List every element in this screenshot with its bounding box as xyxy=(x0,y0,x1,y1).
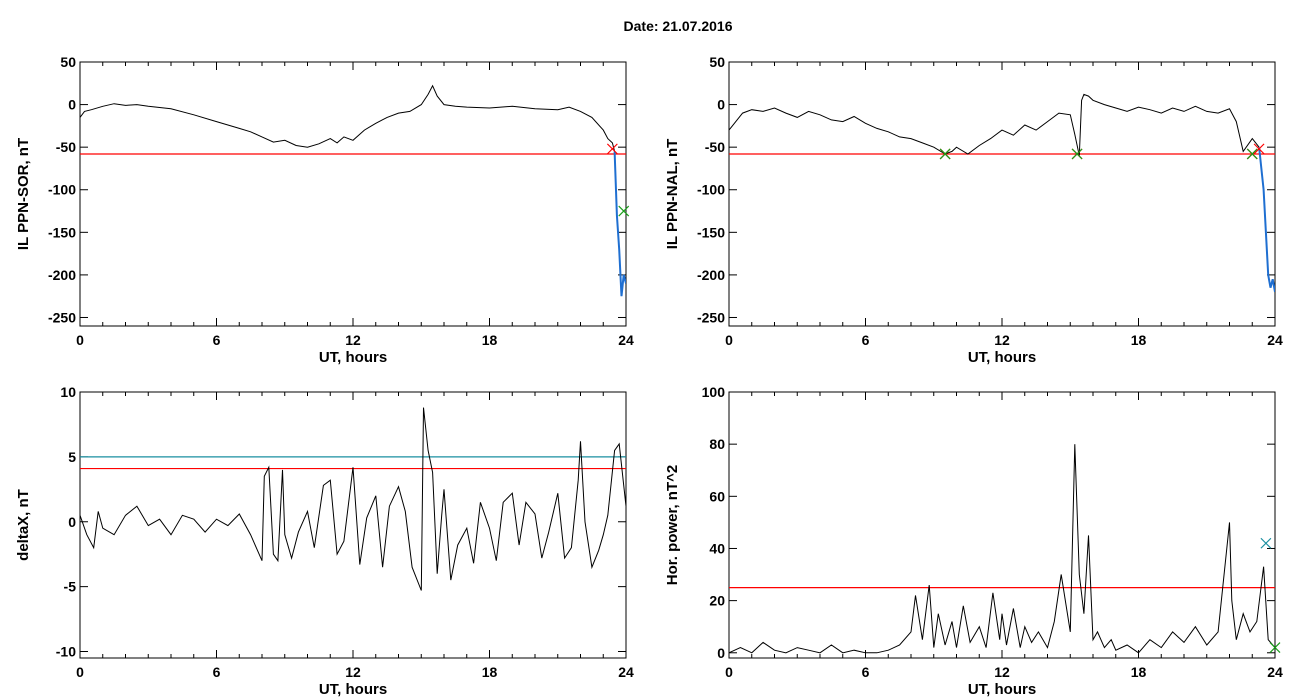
x-marker xyxy=(1071,148,1083,160)
plot-frame xyxy=(79,61,627,327)
y-tick-label: 80 xyxy=(709,436,725,452)
x-tick-label: 18 xyxy=(482,664,498,680)
y-tick-label: -5 xyxy=(64,579,77,595)
x-tick-label: 24 xyxy=(618,664,634,680)
x-marker xyxy=(618,205,630,217)
y-tick-label: -100 xyxy=(697,182,725,198)
y-tick-label: 100 xyxy=(702,384,726,400)
y-tick-label: 20 xyxy=(709,593,725,609)
data-line xyxy=(80,84,616,152)
x-marker xyxy=(1253,143,1265,155)
x-axis-label: UT, hours xyxy=(319,681,387,698)
y-axis-label: IL PPN-NAL, nT xyxy=(664,139,681,250)
chart-ppn-sor: 0 6 12 18 24 50 0 -50 -100 -150 -200 -250 UT, hours I… xyxy=(15,54,634,366)
y-tick-label: 0 xyxy=(68,97,76,113)
y-tick-label: 40 xyxy=(709,540,725,556)
y-tick-label: 50 xyxy=(709,54,725,70)
x-marker-stroke xyxy=(1071,148,1083,160)
y-tick-label: -100 xyxy=(48,182,76,198)
y-tick-label: 0 xyxy=(68,514,76,530)
x-tick-label: 18 xyxy=(482,332,498,348)
data-line xyxy=(729,444,1275,654)
x-tick-label: 18 xyxy=(1131,332,1147,348)
page-title: Date: 21.07.2016 xyxy=(623,18,733,34)
x-tick-label: 0 xyxy=(76,332,84,348)
x-marker xyxy=(606,143,618,155)
x-tick-label: 24 xyxy=(1267,664,1283,680)
x-marker-stroke xyxy=(939,148,951,160)
x-tick-label: 12 xyxy=(345,332,361,348)
y-tick-label: -150 xyxy=(48,224,76,240)
event-trace xyxy=(613,151,626,297)
y-tick-label: 50 xyxy=(60,54,76,70)
x-axis-label: UT, hours xyxy=(968,349,1036,366)
x-marker-stroke xyxy=(1260,537,1272,549)
x-marker xyxy=(1260,537,1272,549)
data-line xyxy=(80,407,626,591)
x-tick-label: 18 xyxy=(1131,664,1147,680)
x-tick-label: 0 xyxy=(725,332,733,348)
y-tick-label: -250 xyxy=(48,309,76,325)
x-marker-stroke xyxy=(606,143,618,155)
x-tick-label: 12 xyxy=(994,664,1010,680)
y-tick-label: 60 xyxy=(709,488,725,504)
x-tick-label: 24 xyxy=(1267,332,1283,348)
y-tick-label: 0 xyxy=(717,97,725,113)
event-trace xyxy=(1258,147,1275,293)
x-marker-stroke xyxy=(1253,143,1265,155)
plot-frame xyxy=(79,391,627,659)
y-tick-label: -50 xyxy=(705,139,725,155)
y-axis-label: deltaX, nT xyxy=(15,489,32,561)
x-tick-label: 0 xyxy=(76,664,84,680)
y-axis-label: Hor. power, nT^2 xyxy=(664,465,681,585)
x-tick-label: 12 xyxy=(345,664,361,680)
y-tick-label: -250 xyxy=(697,309,725,325)
chart-hor-power: 0 6 12 18 24 100 80 60 40 20 0 UT, hours Hor. power,… xyxy=(664,384,1283,698)
x-tick-label: 12 xyxy=(994,332,1010,348)
y-tick-label: 10 xyxy=(60,384,76,400)
x-tick-label: 6 xyxy=(862,332,870,348)
x-tick-label: 6 xyxy=(862,664,870,680)
y-axis-label: IL PPN-SOR, nT xyxy=(15,138,32,250)
x-tick-label: 6 xyxy=(213,332,221,348)
data-line xyxy=(729,93,1260,156)
x-marker xyxy=(1269,642,1281,653)
y-tick-label: -150 xyxy=(697,224,725,240)
y-tick-label: -200 xyxy=(697,267,725,283)
x-marker-stroke xyxy=(618,205,630,217)
y-tick-label: -200 xyxy=(48,267,76,283)
y-tick-label: 5 xyxy=(68,449,76,465)
x-axis-label: UT, hours xyxy=(968,681,1036,698)
x-tick-label: 24 xyxy=(618,332,634,348)
plot-frame xyxy=(728,61,1276,327)
chart-ppn-nal: 0 6 12 18 24 50 0 -50 -100 -150 -200 -250 UT, hours I… xyxy=(664,54,1283,366)
y-tick-label: -10 xyxy=(56,644,76,660)
x-marker-stroke xyxy=(1269,642,1281,653)
chart-deltax: 0 6 12 18 24 10 5 0 -5 -10 UT, hours deltaX, nT xyxy=(15,384,634,698)
y-tick-label: -50 xyxy=(56,139,76,155)
y-tick-label: 0 xyxy=(717,645,725,661)
x-marker-stroke xyxy=(1246,148,1258,160)
x-tick-label: 0 xyxy=(725,664,733,680)
x-axis-label: UT, hours xyxy=(319,349,387,366)
x-marker xyxy=(1246,148,1258,160)
x-marker xyxy=(939,148,951,160)
x-tick-label: 6 xyxy=(213,664,221,680)
